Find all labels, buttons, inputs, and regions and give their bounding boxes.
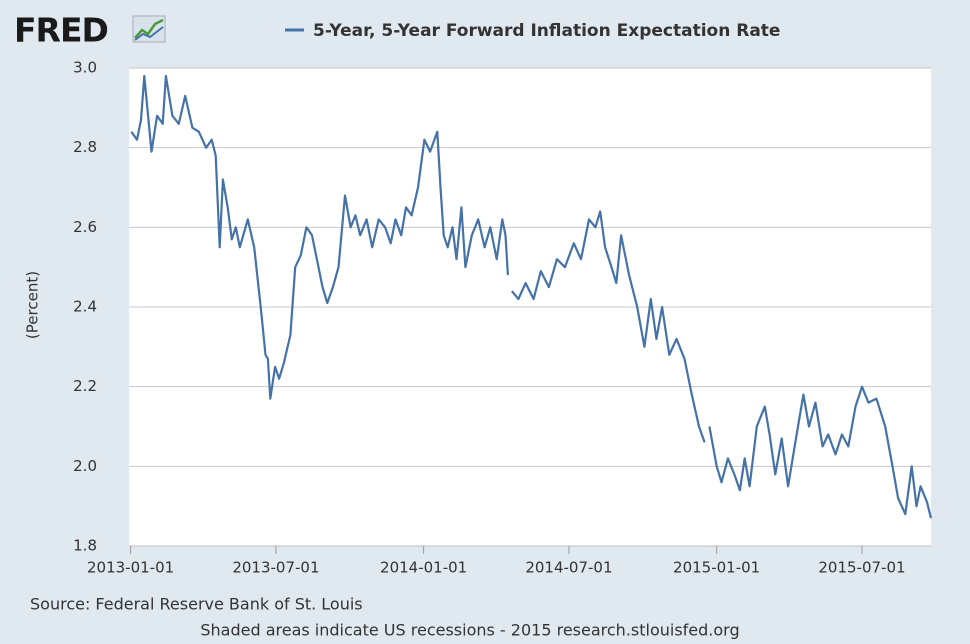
x-tick-label: 2014-07-01 [525, 559, 612, 577]
source: Source: Federal Reserve Bank of St. Loui… [30, 595, 363, 614]
y-tick-label: 1.8 [73, 537, 97, 555]
legend-label: 5-Year, 5-Year Forward Inflation Expecta… [313, 21, 780, 41]
series-line [130, 74, 933, 519]
x-tick-label: 2015-01-01 [673, 559, 760, 577]
y-axis-label: (Percent) [24, 271, 42, 339]
x-tick-label: 2013-01-01 [87, 559, 174, 577]
x-tick-label: 2014-01-01 [380, 559, 467, 577]
y-tick-label: 2.6 [73, 218, 97, 236]
y-tick-label: 2.4 [73, 298, 97, 316]
y-tick-label: 2.2 [73, 377, 97, 395]
y-tick-label: 3.0 [73, 59, 97, 77]
note: Shaded areas indicate US recessions - 20… [200, 621, 739, 640]
y-tick-label: 2.0 [73, 457, 97, 475]
x-tick-label: 2015-07-01 [818, 559, 905, 577]
logo: FRED [14, 11, 108, 50]
y-tick-label: 2.8 [73, 138, 97, 156]
x-tick-label: 2013-07-01 [232, 559, 319, 577]
logo-icon [132, 15, 166, 43]
